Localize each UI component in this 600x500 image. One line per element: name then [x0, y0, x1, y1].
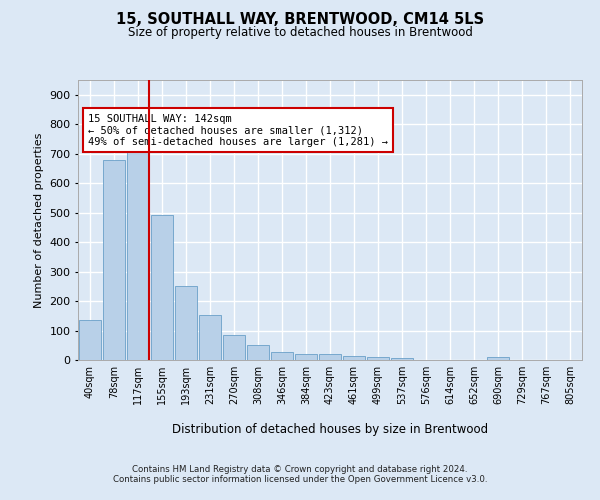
Text: Distribution of detached houses by size in Brentwood: Distribution of detached houses by size …: [172, 422, 488, 436]
Bar: [199, 315, 221, 360]
Text: 15, SOUTHALL WAY, BRENTWOOD, CM14 5LS: 15, SOUTHALL WAY, BRENTWOOD, CM14 5LS: [116, 12, 484, 28]
Bar: [151, 214, 173, 360]
Bar: [487, 357, 509, 360]
Bar: [223, 335, 245, 360]
Text: Contains HM Land Registry data © Crown copyright and database right 2024.
Contai: Contains HM Land Registry data © Crown c…: [113, 465, 487, 484]
Text: 15 SOUTHALL WAY: 142sqm
← 50% of detached houses are smaller (1,312)
49% of semi: 15 SOUTHALL WAY: 142sqm ← 50% of detache…: [88, 114, 388, 147]
Y-axis label: Number of detached properties: Number of detached properties: [34, 132, 44, 308]
Bar: [247, 345, 269, 360]
Bar: [319, 354, 341, 360]
Bar: [271, 352, 293, 360]
Bar: [343, 356, 365, 360]
Bar: [295, 354, 317, 360]
Bar: [367, 357, 389, 360]
Bar: [103, 160, 125, 360]
Text: Size of property relative to detached houses in Brentwood: Size of property relative to detached ho…: [128, 26, 472, 39]
Bar: [79, 320, 101, 360]
Bar: [391, 358, 413, 360]
Bar: [127, 150, 149, 360]
Bar: [175, 286, 197, 360]
